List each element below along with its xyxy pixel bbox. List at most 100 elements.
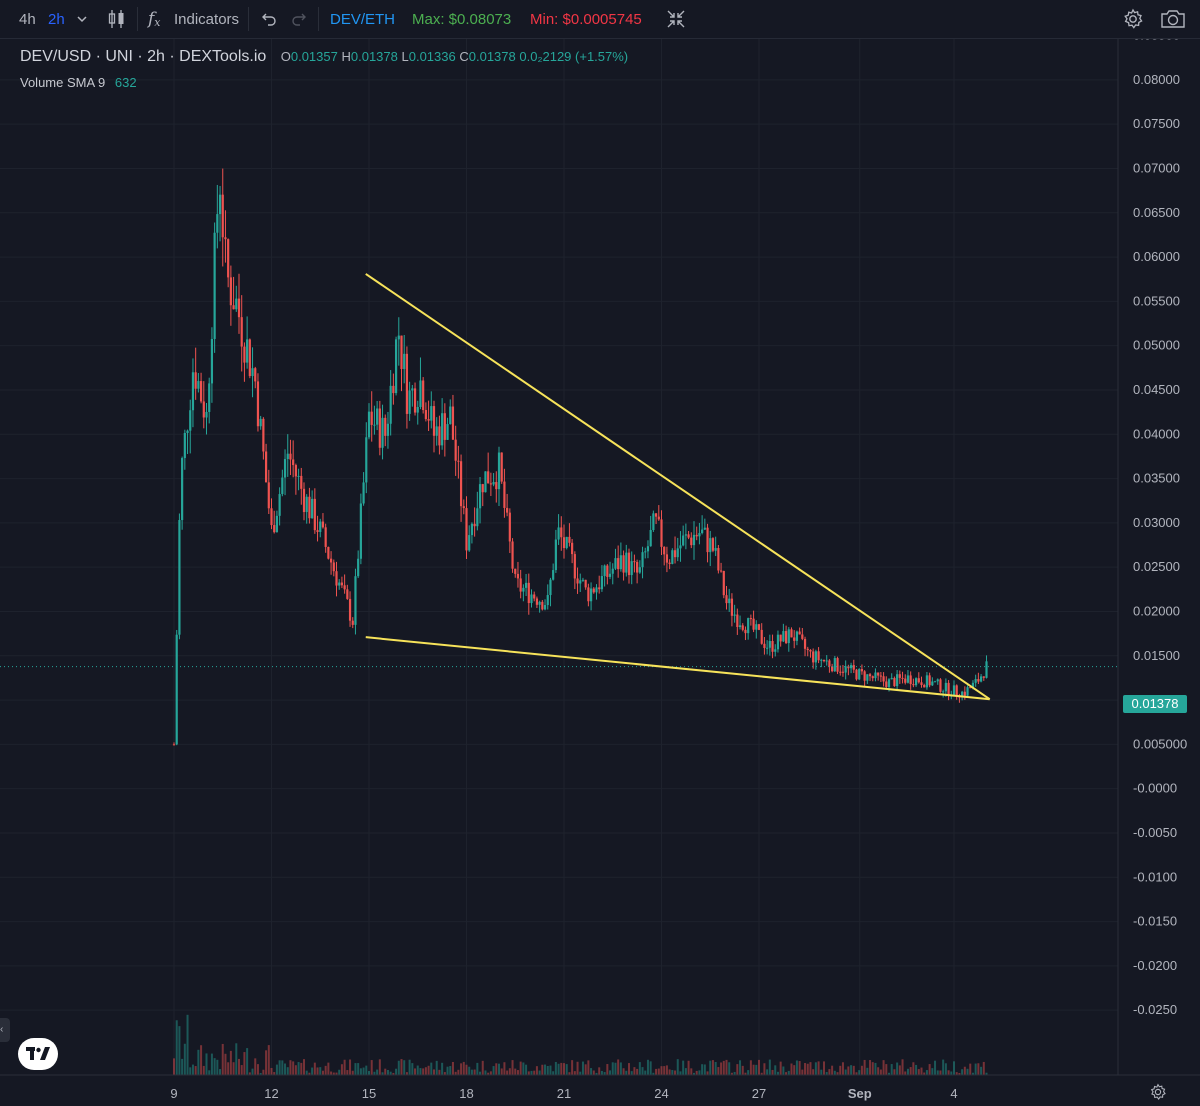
volume-bar: [695, 1070, 698, 1075]
candle-body: [397, 335, 400, 340]
interval-dropdown-chevron-icon[interactable]: [76, 0, 88, 38]
x-tick-label: 15: [362, 1086, 376, 1101]
volume-bar: [663, 1066, 666, 1075]
volume-bar: [812, 1069, 815, 1075]
candle-body: [611, 568, 614, 574]
interval-2h-button[interactable]: 2h: [48, 10, 65, 28]
candle-body: [232, 305, 235, 310]
volume-bar: [985, 1072, 988, 1075]
volume-bar: [281, 1060, 284, 1075]
candle-body: [511, 541, 514, 569]
volume-bar: [346, 1070, 349, 1075]
candle-body: [194, 372, 197, 389]
candle-body: [427, 419, 430, 421]
settings-gear-icon[interactable]: [1122, 0, 1144, 38]
candle-body: [560, 527, 563, 538]
volume-bar: [378, 1059, 381, 1075]
volume-bar: [674, 1070, 677, 1075]
x-tick-label: 21: [557, 1086, 571, 1101]
volume-bar: [866, 1067, 869, 1075]
undo-icon[interactable]: [261, 0, 277, 38]
volume-bar: [443, 1072, 446, 1075]
candle-body: [205, 411, 208, 418]
y-tick-label: 0.08500: [1133, 39, 1180, 43]
volume-bar: [273, 1072, 276, 1075]
candle-body: [394, 339, 398, 394]
volume-bar: [535, 1066, 538, 1075]
y-tick-label: -0.0000: [1133, 781, 1177, 796]
volume-bar: [278, 1060, 281, 1075]
candle-body: [216, 214, 219, 233]
candle-body: [459, 461, 463, 507]
volume-bar: [397, 1060, 400, 1075]
y-tick-label: 0.005000: [1133, 736, 1187, 751]
volume-bar: [449, 1066, 452, 1075]
volume-bar: [533, 1070, 536, 1075]
candle-body: [292, 459, 295, 466]
volume-bar: [617, 1059, 620, 1075]
volume-bar: [416, 1065, 419, 1075]
candle-body: [847, 666, 850, 669]
candle-body: [500, 452, 503, 482]
candle-body: [912, 684, 915, 686]
candles-chart-type-icon[interactable]: [107, 0, 127, 38]
volume-bar: [942, 1059, 945, 1075]
candle-body: [917, 678, 920, 683]
volume-bar: [974, 1063, 977, 1075]
candle-body: [441, 413, 444, 446]
candle-body: [682, 535, 685, 546]
price-axis[interactable]: 0.08500 0.08000 0.07500 0.07000 0.06500 0.060…: [1133, 39, 1187, 1017]
trendline-upper[interactable]: [365, 273, 991, 701]
volume-bar: [711, 1060, 714, 1075]
time-axis[interactable]: 9 12 15 18 21 24 27 Sep 4: [170, 1086, 957, 1101]
candle-body: [300, 475, 303, 489]
volume-bar: [625, 1070, 628, 1075]
candle-body: [589, 588, 593, 602]
candle-body: [175, 634, 178, 745]
pair-link[interactable]: DEV/ETH: [330, 10, 396, 28]
volume-bar: [693, 1072, 695, 1075]
volume-bar: [690, 1068, 693, 1075]
volume-bar: [308, 1072, 311, 1075]
candle-body: [961, 691, 964, 698]
candle-body: [468, 535, 471, 551]
candle-body: [820, 659, 823, 661]
screenshot-camera-icon[interactable]: [1160, 0, 1186, 38]
volume-bar: [888, 1072, 890, 1075]
volume-bar: [395, 1068, 398, 1075]
tradingview-logo[interactable]: [18, 1038, 58, 1070]
interval-4h-button[interactable]: 4h: [19, 10, 36, 28]
candle-body: [598, 587, 601, 590]
volume-bar: [860, 1065, 863, 1075]
candle-body: [264, 451, 268, 483]
volume-bar: [373, 1071, 376, 1075]
volume-bar: [340, 1064, 343, 1075]
volume-bar: [858, 1070, 861, 1075]
volume-bar: [549, 1065, 552, 1075]
trendline-lower[interactable]: [365, 636, 990, 701]
panel-collapse-handle[interactable]: ‹: [0, 1018, 10, 1042]
volume-bar: [619, 1062, 622, 1075]
candle-body: [400, 335, 403, 370]
volume-bar: [839, 1065, 842, 1075]
volume-legend: Volume SMA 9 632: [20, 75, 137, 90]
trendlines[interactable]: [365, 273, 991, 701]
collapse-icon[interactable]: [666, 0, 686, 38]
volume-bar: [565, 1064, 568, 1075]
volume-bar: [506, 1070, 509, 1075]
candle-body: [817, 651, 820, 661]
candle-body: [736, 614, 739, 628]
volume-bar: [571, 1060, 574, 1075]
price-chart[interactable]: 0.08500 0.08000 0.07500 0.07000 0.06500 0.060…: [0, 39, 1200, 1103]
candle-body: [527, 582, 530, 604]
time-axis-settings-gear-icon[interactable]: [1149, 1083, 1167, 1106]
indicators-button[interactable]: Indicators: [174, 10, 240, 28]
volume-bar: [904, 1071, 907, 1075]
candle-body: [389, 385, 392, 424]
volume-bar: [433, 1069, 435, 1075]
candle-body: [199, 381, 203, 402]
y-tick-label: -0.0200: [1133, 958, 1177, 973]
candle-body: [790, 629, 793, 638]
redo-icon[interactable]: [291, 0, 307, 38]
